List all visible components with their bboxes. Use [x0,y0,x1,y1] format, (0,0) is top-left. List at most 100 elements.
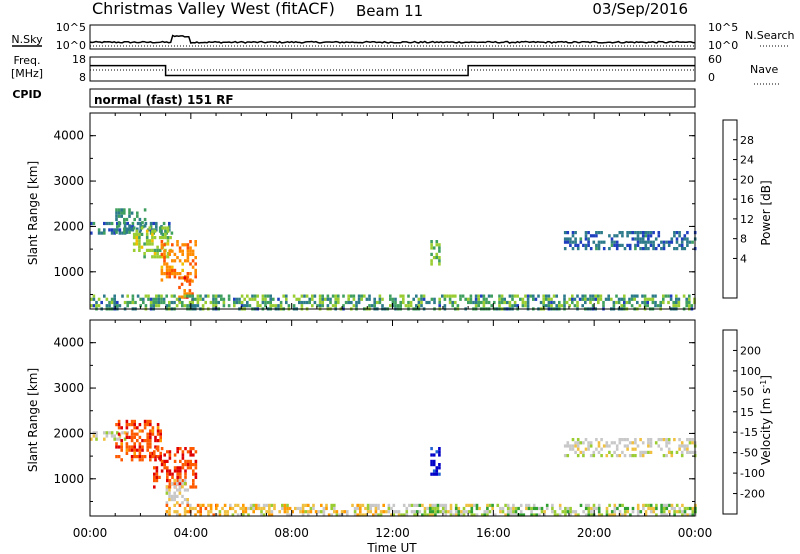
echo-cell [454,506,458,511]
echo-cell [133,435,136,439]
echo-cell [576,247,580,251]
echo-cell [608,503,611,507]
echo-cell [146,432,149,436]
echo-cell [246,294,249,298]
echo-cell [166,475,169,479]
echo-cell [305,294,309,298]
echo-cell [178,285,181,290]
echo-cell [610,454,614,458]
echo-cell [120,458,123,462]
echo-cell [173,453,177,457]
echo-cell [594,297,597,301]
echo-cell [595,247,598,251]
echo-cell [525,506,528,511]
echo-cell [477,304,480,308]
echo-cell [420,300,423,305]
echo-cell [628,441,632,445]
echo-cell [428,506,432,511]
echo-cell [491,503,494,507]
echo-cell [584,243,588,247]
echo-cell [170,300,174,305]
echo-cell [667,441,671,445]
echo-cell [634,441,637,445]
echo-cell [166,226,170,230]
echo-cell [584,503,588,507]
echo-cell [108,221,111,226]
echo-cell [138,455,142,459]
echo-cell [587,503,591,507]
echo-cell [291,510,294,514]
echo-cell [334,300,337,305]
echo-cell [183,498,187,502]
echo-cell [128,208,131,212]
echo-cell [405,513,409,517]
echo-cell [428,503,432,507]
echo-cell [660,240,663,244]
echo-cell [153,485,156,489]
echo-cell [404,304,408,308]
echo-cell [249,506,253,511]
echo-cell [189,240,192,244]
echo-cell [215,506,218,511]
echo-cell [300,300,304,305]
echo-cell [636,444,640,448]
echo-cell [659,300,662,305]
echo-cell [465,503,468,507]
echo-cell [160,243,164,247]
echo-cell [432,453,436,457]
echo-cell [248,297,252,301]
echo-cell [589,444,593,448]
echo-cell [474,294,478,298]
echo-cell [613,243,616,247]
echo-cell [566,441,570,445]
echo-cell [438,256,441,260]
echo-cell [234,510,237,514]
echo-cell [660,503,663,507]
echo-cell [374,510,378,514]
echo-cell [636,503,640,507]
echo-cell [168,456,172,460]
echo-cell [686,438,689,442]
echo-cell [647,237,650,241]
echo-cell [452,513,455,517]
echo-cell [636,513,640,517]
echo-cell [325,503,328,507]
echo-cell [377,506,380,511]
echo-cell [117,426,121,430]
echo-cell [566,506,570,511]
echo-cell [157,294,161,298]
echo-cell [597,243,601,247]
echo-cell [116,437,119,441]
echo-cell [132,236,136,240]
echo-cell [460,510,463,514]
echo-cell [264,294,267,298]
echo-cell [443,294,447,298]
echo-cell [655,506,658,511]
echo-cell [309,506,313,511]
echo-cell [128,445,131,449]
echo-cell [430,246,433,250]
echo-cell [162,297,166,301]
echo-cell [678,447,681,451]
echo-cell [643,294,647,298]
echo-cell [132,248,136,252]
echo-cell [95,431,98,435]
echo-cell [192,453,195,457]
echo-cell [92,294,96,298]
echo-cell [155,475,159,479]
echo-cell [153,472,156,476]
echo-cell [499,506,502,511]
echo-cell [396,304,400,308]
echo-cell [226,510,229,514]
freq-left-tick-low: 8 [79,71,86,84]
echo-cell [477,297,480,301]
echo-cell [434,513,437,517]
echo-cell [163,453,166,457]
echo-cell [161,232,165,236]
echo-cell [415,513,419,517]
echo-cell [659,304,662,308]
echo-cell [561,510,565,514]
echo-cell [501,506,505,511]
echo-cell [166,252,170,256]
echo-cell [113,434,116,438]
